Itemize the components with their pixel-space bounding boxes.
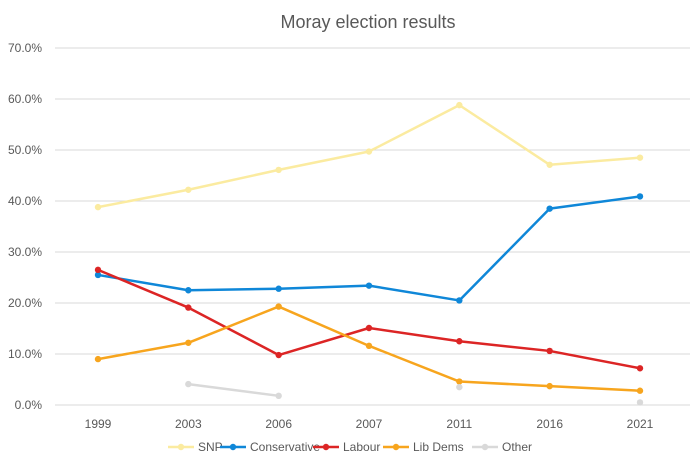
data-point	[94, 271, 102, 279]
data-point	[185, 287, 192, 294]
data-point	[636, 193, 644, 200]
series-line	[97, 103, 641, 209]
legend-marker	[177, 443, 185, 451]
y-axis: 0.0% 10.0% 20.0% 30.0% 40.0% 50.0% 60.0% 70.0%	[8, 41, 42, 412]
legend-label: Other	[502, 440, 532, 454]
legend: SNP Conservative Labour Lib Dems Other	[168, 440, 532, 454]
chart-title: Moray election results	[280, 12, 455, 32]
x-tick-label: 2011	[446, 417, 472, 431]
legend-item: Other	[472, 440, 532, 454]
data-point	[456, 383, 463, 391]
data-point	[456, 338, 463, 345]
legend-marker	[392, 443, 400, 451]
legend-item: Labour	[313, 440, 380, 454]
x-tick-label: 2003	[175, 417, 202, 431]
series-line	[188, 382, 279, 398]
data-point	[365, 324, 373, 332]
y-tick-label: 70.0%	[8, 41, 42, 55]
data-point	[275, 166, 282, 174]
legend-marker	[229, 443, 237, 451]
data-point	[636, 365, 644, 372]
y-tick-label: 0.0%	[15, 398, 43, 412]
data-point	[456, 378, 463, 385]
gridlines	[55, 47, 690, 406]
y-tick-label: 20.0%	[8, 296, 42, 310]
data-point	[456, 101, 463, 109]
legend-label: SNP	[198, 440, 223, 454]
y-tick-label: 60.0%	[8, 92, 42, 106]
data-point	[275, 392, 282, 400]
data-point	[185, 339, 192, 346]
legend-label: Lib Dems	[413, 440, 464, 454]
data-point	[275, 351, 282, 359]
x-axis: 1999 2003 2006 2007 2011 2016 2021	[85, 417, 654, 431]
data-point	[636, 154, 644, 161]
legend-item: Conservative	[220, 440, 320, 454]
data-point	[185, 380, 192, 388]
y-tick-label: 10.0%	[8, 347, 42, 361]
legend-label: Labour	[343, 440, 380, 454]
data-point	[365, 282, 373, 289]
data-point	[546, 347, 553, 355]
data-point	[94, 266, 102, 274]
series-lib-dems	[94, 303, 644, 394]
data-point	[456, 297, 463, 304]
legend-item: Lib Dems	[383, 440, 464, 454]
data-point	[275, 303, 282, 310]
x-tick-label: 2021	[627, 417, 654, 431]
y-tick-label: 50.0%	[8, 143, 42, 157]
data-point	[546, 205, 553, 212]
series-labour	[94, 266, 644, 372]
series-group	[94, 101, 644, 406]
data-point	[365, 148, 373, 155]
data-point	[546, 382, 553, 390]
x-tick-label: 2016	[536, 417, 563, 431]
series-other	[185, 380, 644, 406]
data-point	[365, 342, 373, 350]
x-tick-label: 2007	[356, 417, 383, 431]
data-point	[185, 304, 192, 311]
data-point	[636, 387, 644, 394]
data-point	[546, 161, 553, 168]
data-point	[275, 285, 282, 292]
legend-item: SNP	[168, 440, 223, 454]
series-conservative	[94, 193, 644, 304]
x-tick-label: 2006	[265, 417, 292, 431]
data-point	[636, 399, 644, 406]
legend-label: Conservative	[250, 440, 320, 454]
legend-marker	[322, 443, 330, 451]
data-point	[185, 186, 192, 193]
data-point	[94, 203, 102, 211]
y-tick-label: 30.0%	[8, 245, 42, 259]
series-snp	[94, 101, 644, 211]
legend-marker	[481, 443, 489, 451]
data-point	[94, 355, 102, 363]
x-tick-label: 1999	[85, 417, 112, 431]
y-tick-label: 40.0%	[8, 194, 42, 208]
